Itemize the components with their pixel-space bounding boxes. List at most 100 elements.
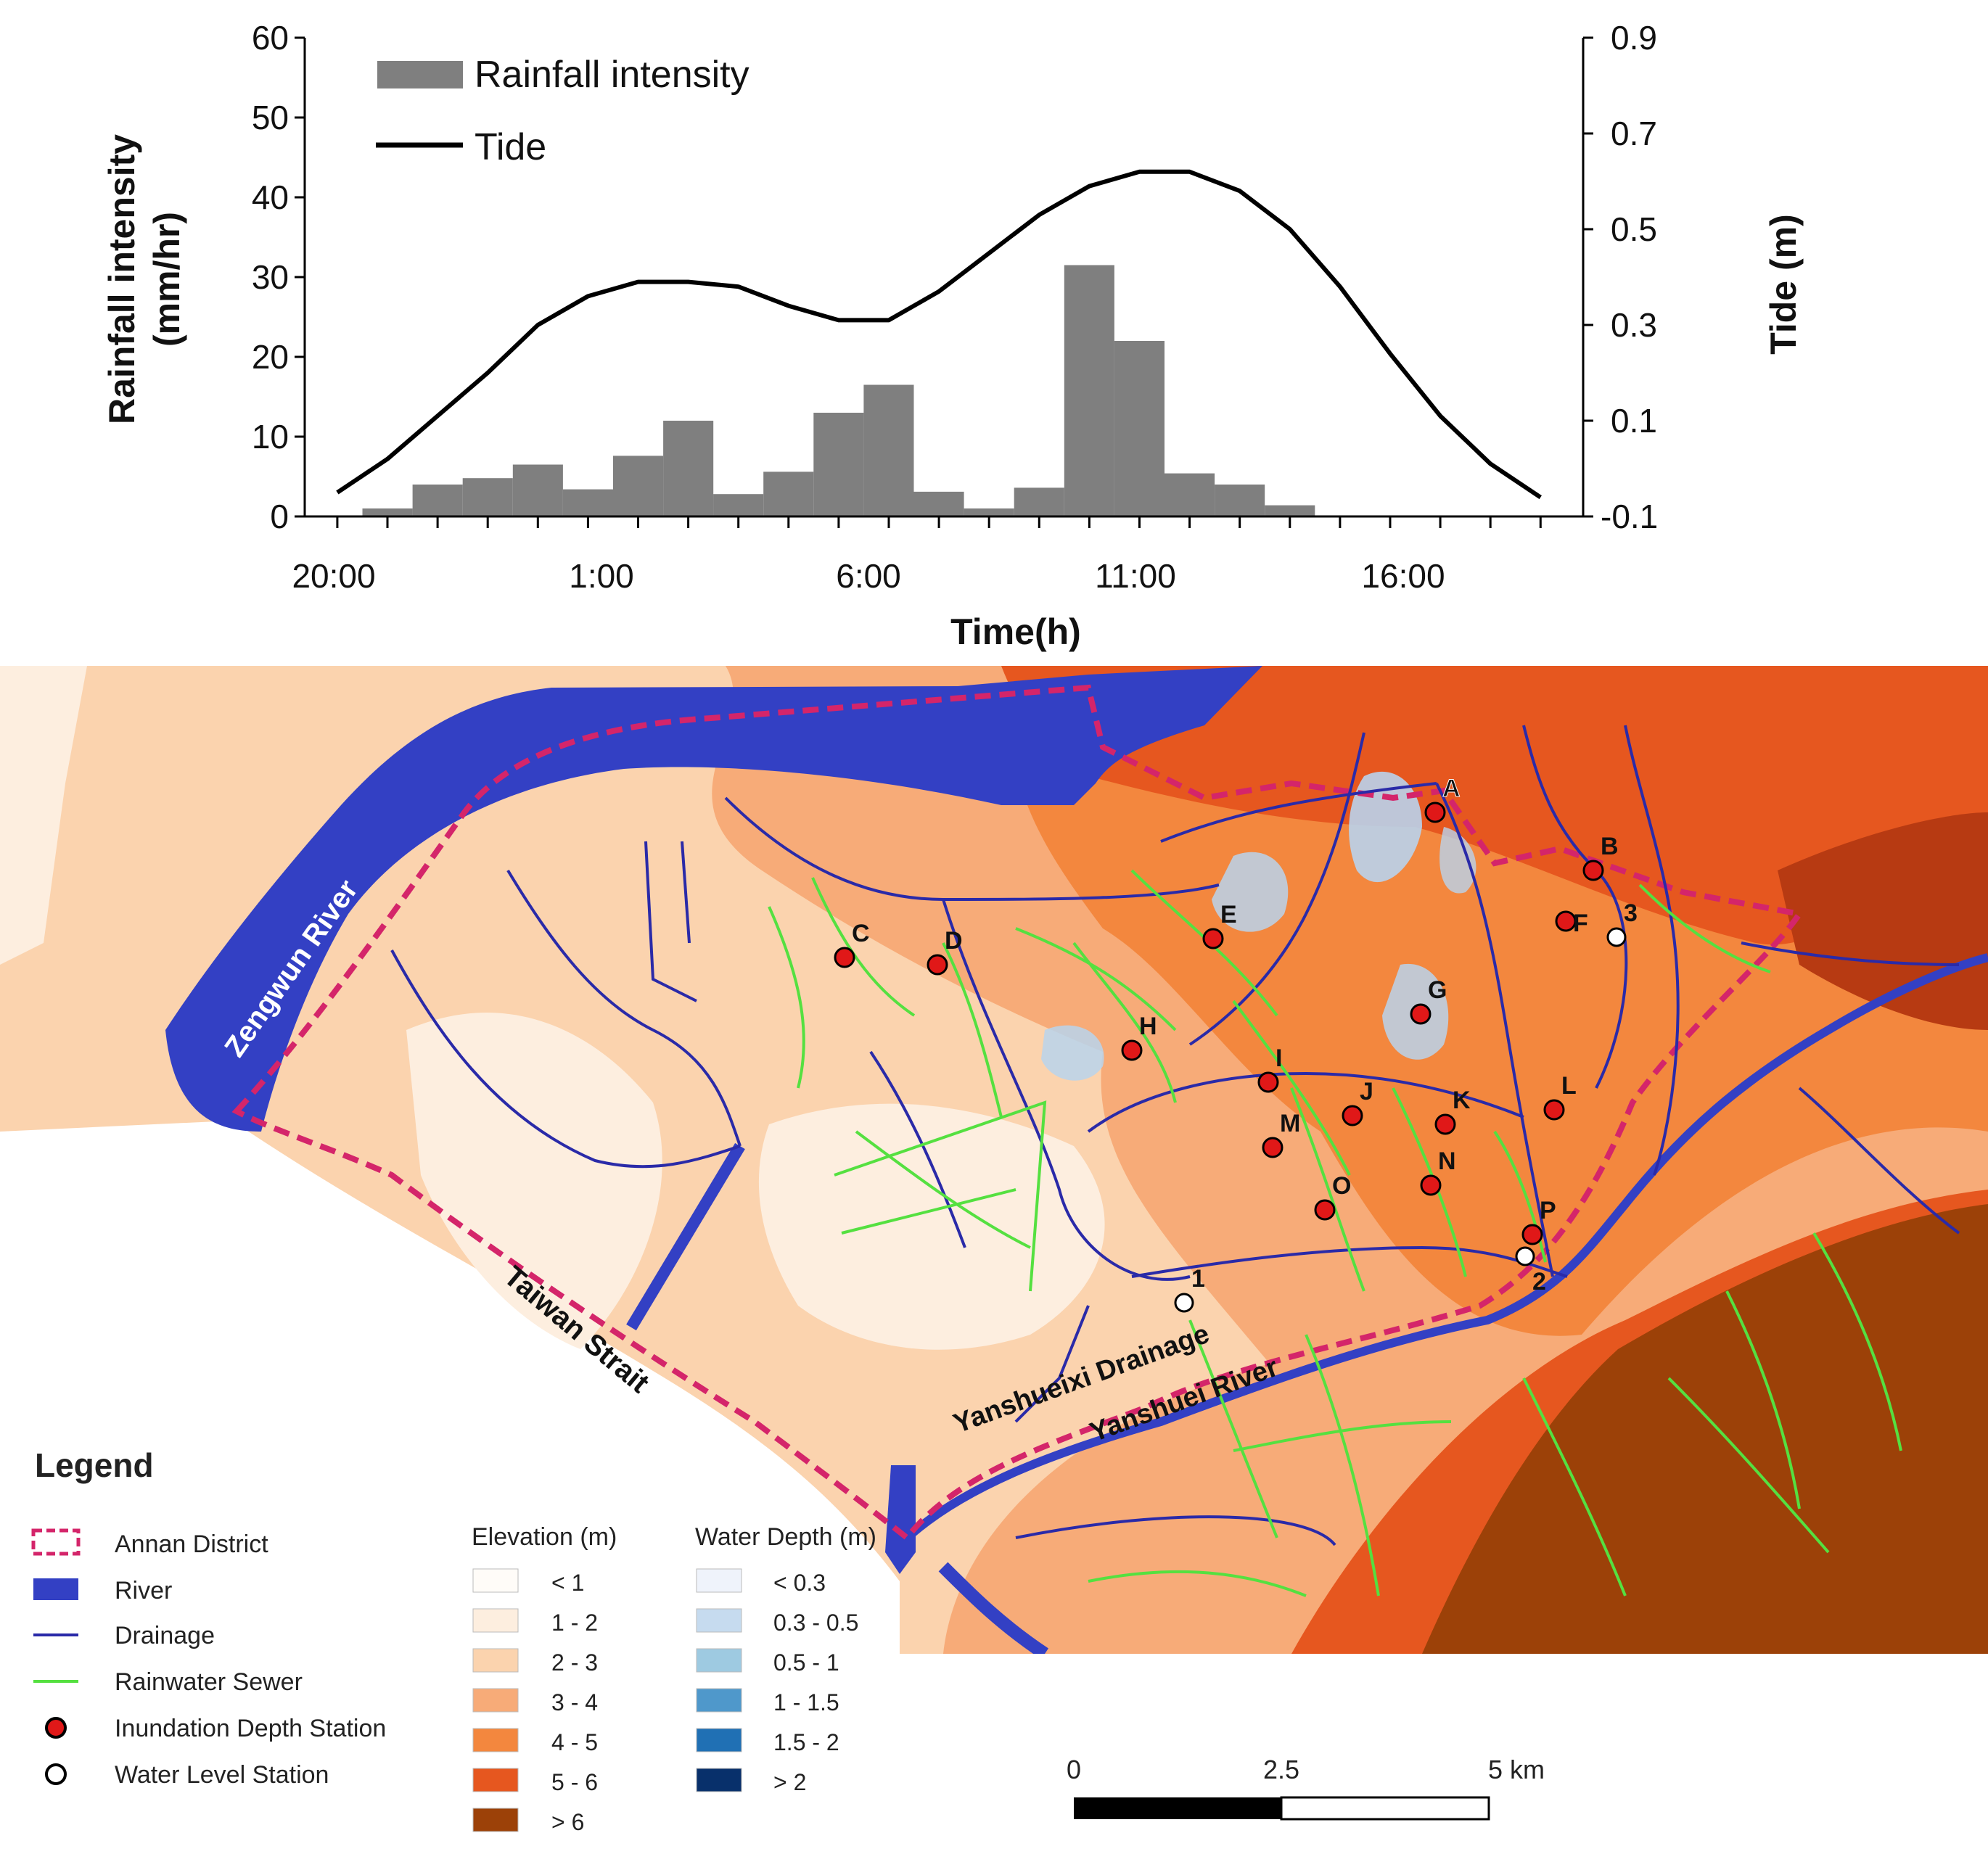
legend-label-sewer: Rainwater Sewer bbox=[115, 1668, 303, 1696]
y-tick-label: 10 bbox=[252, 418, 289, 456]
station-C: C bbox=[834, 920, 870, 968]
depth-legend: < 0.3 0.3 - 0.5 0.5 - 1 1 - 1.5 1.5 - 2 … bbox=[696, 1568, 858, 1795]
axis-ticks bbox=[295, 36, 1593, 528]
y2-tick-label: 0.7 bbox=[1611, 115, 1657, 152]
station-G: G bbox=[1410, 976, 1447, 1025]
elev-swatch bbox=[472, 1648, 519, 1673]
svg-text:(mm/hr): (mm/hr) bbox=[147, 212, 187, 347]
drainage-network bbox=[390, 725, 1960, 1546]
elev-swatch bbox=[472, 1568, 519, 1593]
zengwun-river bbox=[165, 666, 1262, 1132]
inundation-patch bbox=[1041, 1025, 1104, 1081]
rain-bar bbox=[1114, 341, 1165, 516]
elev-swatch bbox=[472, 1688, 519, 1713]
station-2: 2 bbox=[1515, 1246, 1546, 1295]
depth-swatch bbox=[696, 1688, 742, 1713]
elev-swatch bbox=[472, 1808, 519, 1832]
rain-bar bbox=[412, 485, 463, 516]
y2-tick-label: -0.1 bbox=[1601, 498, 1658, 535]
station-N: N bbox=[1420, 1148, 1456, 1196]
scale-segment-dark bbox=[1074, 1797, 1281, 1819]
svg-text:M: M bbox=[1280, 1110, 1300, 1137]
x-axis-title: Time(h) bbox=[950, 611, 1081, 652]
y-tick-label: 20 bbox=[252, 338, 289, 376]
svg-text:C: C bbox=[852, 920, 870, 947]
elev-label: 1 - 2 bbox=[551, 1610, 598, 1636]
station-H: H bbox=[1121, 1013, 1157, 1061]
inundation-patch bbox=[1212, 852, 1289, 932]
rain-bar bbox=[713, 494, 764, 516]
svg-text:J: J bbox=[1360, 1078, 1373, 1105]
depth-label: < 0.3 bbox=[773, 1570, 826, 1596]
legend-label-river: River bbox=[115, 1577, 172, 1604]
map-legend: Legend Annan District River Drainage Rai… bbox=[31, 1446, 1545, 1835]
rain-bar bbox=[763, 471, 814, 516]
rain-bar bbox=[863, 384, 914, 516]
elev-label: 4 - 5 bbox=[551, 1729, 598, 1755]
svg-text:D: D bbox=[945, 927, 963, 955]
elevation-zone-gt6 bbox=[1422, 1204, 1988, 1654]
depth-swatch bbox=[696, 1728, 742, 1752]
rainfall-tide-chart: 0 10 20 30 40 50 60 -0.1 0.1 0.3 0.5 0.7… bbox=[102, 19, 1804, 652]
elev-label: < 1 bbox=[551, 1570, 584, 1596]
station-M: M bbox=[1262, 1110, 1300, 1158]
y-axis-title-right: Tide (m) bbox=[1763, 214, 1804, 355]
legend-label-tide: Tide bbox=[475, 126, 546, 168]
station-B: B bbox=[1582, 833, 1619, 881]
depth-legend-title: Water Depth (m) bbox=[695, 1523, 876, 1551]
inundation-patch bbox=[1439, 827, 1476, 894]
legend-swatch-river bbox=[33, 1578, 78, 1600]
legend-swatch-annan bbox=[31, 1528, 81, 1556]
y-axis-title-left: Rainfall intensity (mm/hr) bbox=[102, 134, 187, 424]
x-tick-label: 20:00 bbox=[292, 557, 375, 595]
study-area-map: A B C D E F G H I J K L M N O P 1 2 3 Ze… bbox=[0, 666, 1988, 1654]
rain-bar bbox=[1064, 265, 1114, 516]
rain-bar bbox=[362, 508, 413, 516]
station-A: A bbox=[1424, 775, 1461, 823]
legend-label-annan: Annan District bbox=[115, 1530, 268, 1558]
outlet-channel-west bbox=[626, 1142, 745, 1331]
svg-text:P: P bbox=[1540, 1197, 1556, 1224]
svg-text:3: 3 bbox=[1624, 899, 1638, 927]
depth-label: 1 - 1.5 bbox=[773, 1689, 839, 1715]
scale-label-2-5: 2.5 bbox=[1263, 1755, 1299, 1784]
coast-light-band bbox=[0, 666, 87, 965]
svg-text:2: 2 bbox=[1532, 1268, 1546, 1295]
station-O: O bbox=[1314, 1172, 1351, 1221]
rain-bar bbox=[663, 421, 714, 516]
svg-text:Rainfall intensity: Rainfall intensity bbox=[102, 134, 142, 424]
rain-bar bbox=[1014, 487, 1064, 516]
elev-swatch bbox=[472, 1728, 519, 1752]
depth-label: 0.3 - 0.5 bbox=[773, 1610, 858, 1636]
y2-tick-label: 0.5 bbox=[1611, 210, 1657, 248]
rain-bar bbox=[813, 413, 864, 516]
rain-bar bbox=[562, 489, 613, 516]
station-1: 1 bbox=[1174, 1265, 1205, 1313]
svg-text:N: N bbox=[1438, 1148, 1456, 1175]
depth-label: 0.5 - 1 bbox=[773, 1649, 839, 1676]
scale-segment-light bbox=[1280, 1796, 1490, 1821]
svg-text:G: G bbox=[1428, 976, 1447, 1004]
yanshuei-river-outlet bbox=[885, 1465, 916, 1574]
x-tick-label: 11:00 bbox=[1095, 557, 1176, 595]
low-area-west bbox=[406, 1013, 662, 1349]
svg-text:K: K bbox=[1453, 1087, 1471, 1114]
elevation-legend: < 1 1 - 2 2 - 3 3 - 4 4 - 5 5 - 6 > 6 bbox=[472, 1568, 598, 1835]
elev-label: 2 - 3 bbox=[551, 1649, 598, 1676]
x-tick-labels: 20:00 1:00 6:00 11:00 16:00 bbox=[292, 557, 1445, 595]
harbor-channel bbox=[938, 1562, 1048, 1654]
station-3: 3 bbox=[1606, 899, 1638, 947]
scale-bar: 0 2.5 5 km bbox=[1067, 1755, 1545, 1821]
station-F: F bbox=[1555, 910, 1588, 937]
svg-text:F: F bbox=[1573, 910, 1588, 937]
y2-tick-label: 0.3 bbox=[1611, 306, 1657, 344]
legend-swatch-water-level-station bbox=[45, 1763, 67, 1785]
elevation-legend-title: Elevation (m) bbox=[472, 1523, 617, 1551]
elev-label: > 6 bbox=[551, 1809, 584, 1835]
station-K: K bbox=[1434, 1087, 1471, 1135]
x-tick-label: 6:00 bbox=[836, 557, 901, 595]
svg-text:I: I bbox=[1276, 1045, 1282, 1072]
y2-tick-label: 0.1 bbox=[1611, 402, 1657, 440]
station-J: J bbox=[1342, 1078, 1373, 1126]
rain-bar bbox=[913, 491, 964, 516]
